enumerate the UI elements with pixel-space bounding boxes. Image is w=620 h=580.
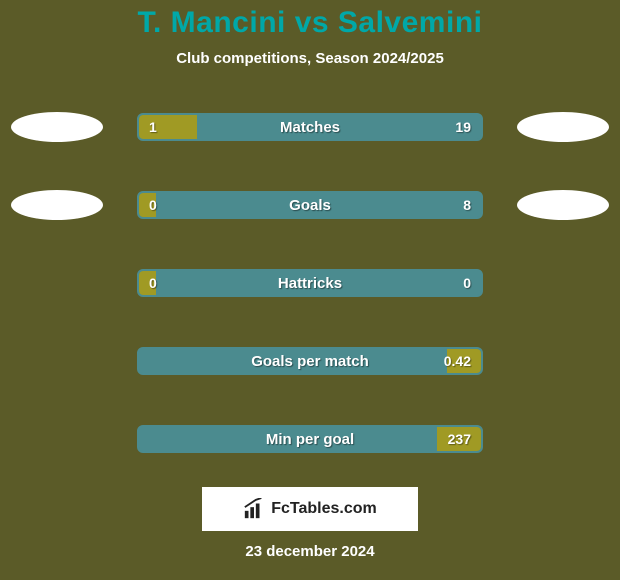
ellipse-icon <box>11 112 103 142</box>
brand-label: FcTables.com <box>271 500 377 518</box>
stat-label: Goals <box>139 193 481 217</box>
stat-row: 08Goals <box>0 175 620 235</box>
stat-row: 00Hattricks <box>0 253 620 313</box>
player-left-icon <box>7 97 107 157</box>
stat-row: 237Min per goal <box>0 409 620 469</box>
page-title: T. Mancini vs Salvemini <box>0 6 620 40</box>
stat-bar: 08Goals <box>137 191 483 219</box>
stats-container: 119Matches 08Goals 00Hattricks 0.42Goals pe… <box>0 97 620 469</box>
stat-row: 0.42Goals per match <box>0 331 620 391</box>
stat-bar: 00Hattricks <box>137 269 483 297</box>
stat-label: Goals per match <box>139 349 481 373</box>
ellipse-icon <box>517 112 609 142</box>
subtitle: Club competitions, Season 2024/2025 <box>0 50 620 67</box>
stat-bar: 119Matches <box>137 113 483 141</box>
player-left-icon <box>7 175 107 235</box>
brand-box[interactable]: FcTables.com <box>202 487 418 531</box>
player-right-icon <box>513 175 613 235</box>
stat-label: Min per goal <box>139 427 481 451</box>
date-label: 23 december 2024 <box>0 543 620 560</box>
stat-label: Hattricks <box>139 271 481 295</box>
ellipse-icon <box>517 190 609 220</box>
stat-row: 119Matches <box>0 97 620 157</box>
stat-label: Matches <box>139 115 481 139</box>
player-right-icon <box>513 97 613 157</box>
chart-icon <box>243 498 265 520</box>
stat-bar: 237Min per goal <box>137 425 483 453</box>
ellipse-icon <box>11 190 103 220</box>
stat-bar: 0.42Goals per match <box>137 347 483 375</box>
comparison-widget: T. Mancini vs Salvemini Club competition… <box>0 0 620 560</box>
